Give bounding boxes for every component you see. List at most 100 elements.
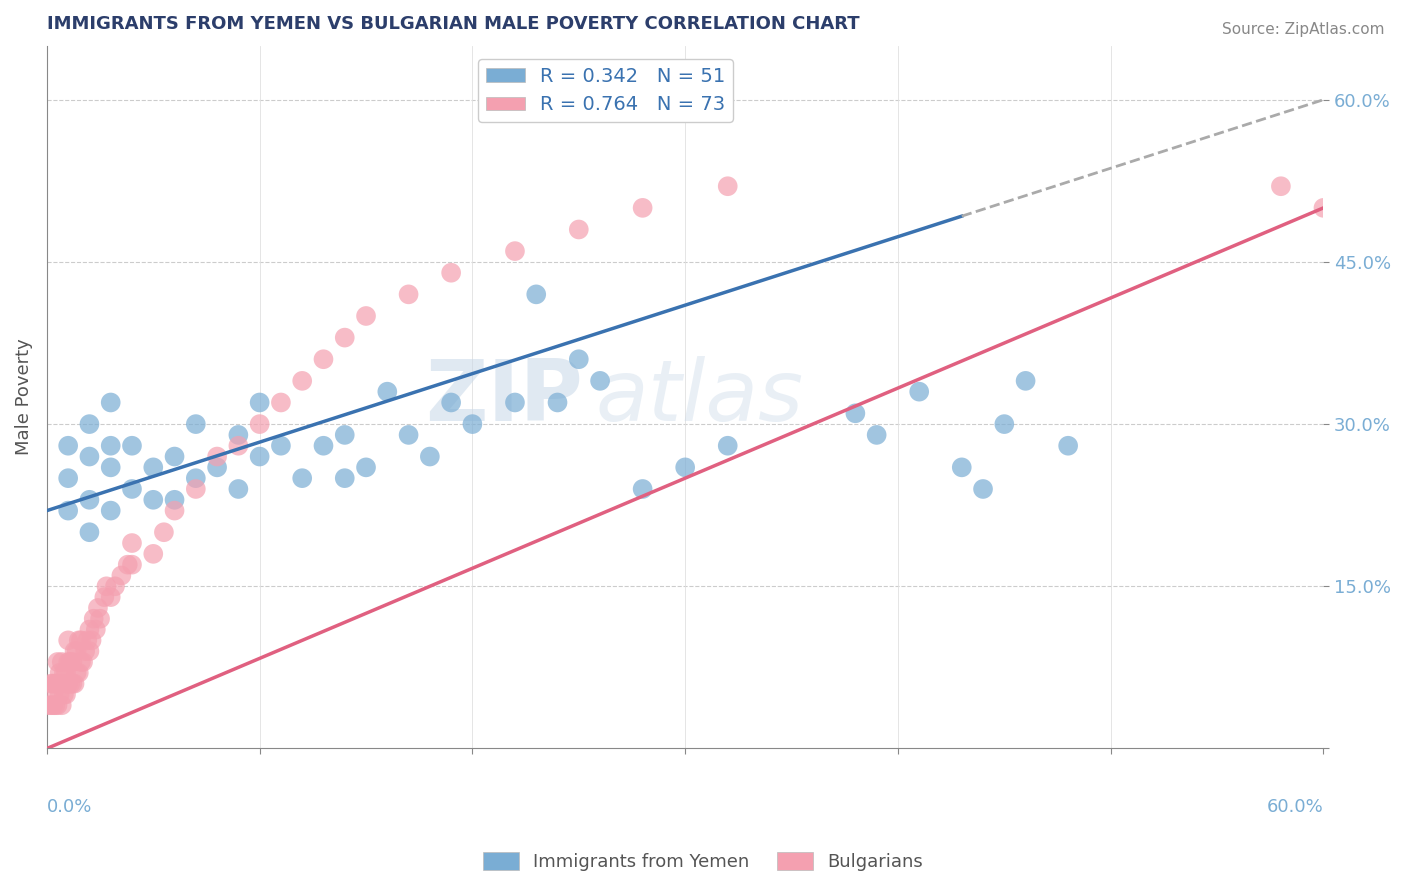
Point	[67, 633, 90, 648]
Point	[333, 330, 356, 344]
Point	[100, 439, 122, 453]
Point	[844, 406, 866, 420]
Point	[76, 633, 98, 648]
Point	[59, 655, 82, 669]
Point	[100, 460, 122, 475]
Point	[38, 698, 60, 713]
Point	[524, 287, 547, 301]
Point	[87, 601, 110, 615]
Point	[631, 482, 654, 496]
Point	[48, 687, 70, 701]
Point	[89, 612, 111, 626]
Point	[84, 623, 107, 637]
Point	[55, 665, 77, 680]
Point	[205, 460, 228, 475]
Point	[440, 395, 463, 409]
Point	[419, 450, 441, 464]
Point	[62, 655, 84, 669]
Point	[142, 492, 165, 507]
Point	[184, 471, 207, 485]
Point	[79, 644, 101, 658]
Point	[80, 633, 103, 648]
Point	[79, 525, 101, 540]
Point	[93, 590, 115, 604]
Point	[908, 384, 931, 399]
Point	[79, 623, 101, 637]
Point	[51, 698, 73, 713]
Point	[72, 655, 94, 669]
Point	[79, 417, 101, 431]
Point	[79, 450, 101, 464]
Point	[205, 450, 228, 464]
Point	[568, 352, 591, 367]
Point	[1014, 374, 1036, 388]
Point	[44, 676, 66, 690]
Point	[673, 460, 696, 475]
Point	[59, 676, 82, 690]
Point	[163, 492, 186, 507]
Point	[228, 428, 250, 442]
Point	[56, 439, 79, 453]
Point	[42, 676, 65, 690]
Point	[56, 471, 79, 485]
Point	[993, 417, 1015, 431]
Point	[375, 384, 398, 399]
Point	[291, 374, 314, 388]
Point	[503, 244, 526, 259]
Point	[717, 439, 740, 453]
Text: 60.0%: 60.0%	[1267, 797, 1323, 815]
Point	[52, 687, 75, 701]
Point	[270, 439, 292, 453]
Point	[440, 266, 463, 280]
Point	[100, 395, 122, 409]
Point	[56, 655, 79, 669]
Point	[270, 395, 292, 409]
Text: 0.0%: 0.0%	[46, 797, 93, 815]
Point	[67, 665, 90, 680]
Point	[228, 482, 250, 496]
Point	[100, 590, 122, 604]
Point	[950, 460, 973, 475]
Point	[184, 482, 207, 496]
Point	[866, 428, 889, 442]
Point	[184, 417, 207, 431]
Point	[333, 428, 356, 442]
Point	[110, 568, 132, 582]
Text: ZIP: ZIP	[425, 356, 583, 439]
Point	[46, 676, 69, 690]
Point	[46, 698, 69, 713]
Point	[503, 395, 526, 409]
Point	[153, 525, 176, 540]
Point	[96, 579, 118, 593]
Text: IMMIGRANTS FROM YEMEN VS BULGARIAN MALE POVERTY CORRELATION CHART: IMMIGRANTS FROM YEMEN VS BULGARIAN MALE …	[46, 15, 859, 33]
Point	[398, 428, 420, 442]
Point	[70, 633, 93, 648]
Point	[398, 287, 420, 301]
Legend: R = 0.342   N = 51, R = 0.764   N = 73: R = 0.342 N = 51, R = 0.764 N = 73	[478, 59, 733, 122]
Point	[333, 471, 356, 485]
Point	[121, 536, 143, 550]
Point	[1312, 201, 1334, 215]
Point	[1270, 179, 1292, 194]
Point	[312, 352, 335, 367]
Point	[249, 395, 271, 409]
Point	[104, 579, 127, 593]
Text: atlas: atlas	[596, 356, 804, 439]
Point	[56, 676, 79, 690]
Point	[589, 374, 612, 388]
Point	[42, 687, 65, 701]
Point	[56, 503, 79, 517]
Point	[354, 309, 377, 323]
Point	[291, 471, 314, 485]
Point	[121, 439, 143, 453]
Point	[1057, 439, 1080, 453]
Point	[52, 665, 75, 680]
Point	[163, 450, 186, 464]
Point	[62, 676, 84, 690]
Point	[547, 395, 569, 409]
Point	[56, 633, 79, 648]
Point	[142, 460, 165, 475]
Point	[249, 450, 271, 464]
Point	[228, 439, 250, 453]
Point	[568, 222, 591, 236]
